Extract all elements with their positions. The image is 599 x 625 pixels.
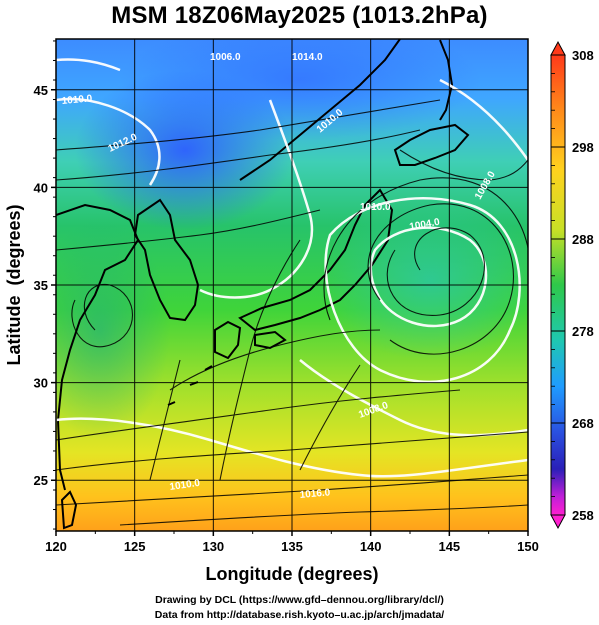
colorbar: 308 298 288 278 268 258 xyxy=(550,40,594,530)
stream-cyclone-3 xyxy=(323,177,528,321)
isobar-label: 1016.0 xyxy=(299,487,331,501)
coastline-honshu xyxy=(238,188,394,332)
isobar-label: 1010.0 xyxy=(360,202,391,213)
stream-south-4 xyxy=(119,504,528,526)
y-tick-label: 35 xyxy=(34,278,48,293)
coastline-hokkaido xyxy=(393,123,470,166)
stream-west-cyclone xyxy=(71,283,133,348)
credit-data: Data from http://database.rish.kyoto–u.a… xyxy=(154,609,445,621)
stream-mid-1 xyxy=(56,209,321,251)
isobar-ring-outer xyxy=(324,197,521,383)
isobar-label: 1004.0 xyxy=(409,217,441,233)
colorbar-bottom-arrow xyxy=(550,514,566,530)
credit-drawing: Drawing by DCL (https://www.gfd–dennou.o… xyxy=(155,594,444,606)
isobar-west xyxy=(56,97,161,186)
x-axis-label: Longitude (degrees) xyxy=(205,564,378,584)
x-tick-label: 125 xyxy=(124,539,146,554)
stream-ne xyxy=(399,149,528,181)
stream-cyclone-2 xyxy=(367,203,514,355)
cold-patch-north xyxy=(120,39,480,140)
x-tick-label: 120 xyxy=(45,539,67,554)
colorbar-body xyxy=(550,54,566,516)
y-axis-ticks: 25 30 35 40 45 xyxy=(34,40,56,530)
x-tick-label: 135 xyxy=(281,539,303,554)
map-title: MSM 18Z06May2025 (1013.2hPa) xyxy=(111,2,488,29)
isobar-label: 1010.0 xyxy=(169,478,201,493)
x-tick-label: 150 xyxy=(517,539,539,554)
y-tick-label: 45 xyxy=(34,83,48,98)
stream-south-1 xyxy=(56,389,461,441)
y-axis-label: Latitude (degrees) xyxy=(4,204,24,365)
coastline-shikoku xyxy=(254,330,287,350)
isobar-ring-inner xyxy=(369,226,488,328)
cool-patch-low xyxy=(320,200,528,360)
stream-south-2 xyxy=(56,431,528,471)
cool-patch-yellow-sea xyxy=(56,220,170,440)
colorbar-label: 288 xyxy=(572,232,594,247)
colorbar-top-arrow xyxy=(550,40,566,56)
graticule xyxy=(56,39,528,531)
x-tick-label: 145 xyxy=(438,539,460,554)
x-tick-label: 140 xyxy=(360,539,382,554)
stream-north-2 xyxy=(56,129,421,181)
stream-cyclone-1 xyxy=(386,227,485,316)
colorbar-label: 268 xyxy=(572,416,594,431)
stream-diag-1 xyxy=(219,239,301,481)
isobar-japan-sea xyxy=(199,99,314,299)
coastline-taiwan xyxy=(60,490,78,530)
colorbar-label: 258 xyxy=(572,508,594,523)
isobar-label: 1006.0 xyxy=(210,52,241,63)
isobar-label: 1014.0 xyxy=(292,52,323,63)
isobar-north xyxy=(56,58,121,72)
x-tick-label: 130 xyxy=(202,539,224,554)
colorbar-label: 298 xyxy=(572,140,594,155)
y-tick-label: 30 xyxy=(34,376,48,391)
y-tick-label: 40 xyxy=(34,180,48,195)
isobar-south xyxy=(56,417,528,478)
stream-diag-2 xyxy=(149,359,181,481)
coastline-kyushu xyxy=(214,320,242,360)
stream-north-1 xyxy=(56,99,441,151)
colorbar-label: 308 xyxy=(572,48,594,63)
stream-diag-3 xyxy=(299,364,361,471)
stream-mid-2 xyxy=(169,329,381,391)
coastline-china xyxy=(56,203,140,491)
coastline-russia xyxy=(239,39,401,181)
isobar-northeast xyxy=(439,78,528,161)
coastline-sakhalin xyxy=(439,39,454,121)
x-axis-ticks: 120 125 130 135 140 145 150 xyxy=(45,531,539,554)
isobar-label: 1010.0 xyxy=(61,93,93,107)
colorbar-label: 278 xyxy=(572,324,594,339)
y-tick-label: 25 xyxy=(34,473,48,488)
